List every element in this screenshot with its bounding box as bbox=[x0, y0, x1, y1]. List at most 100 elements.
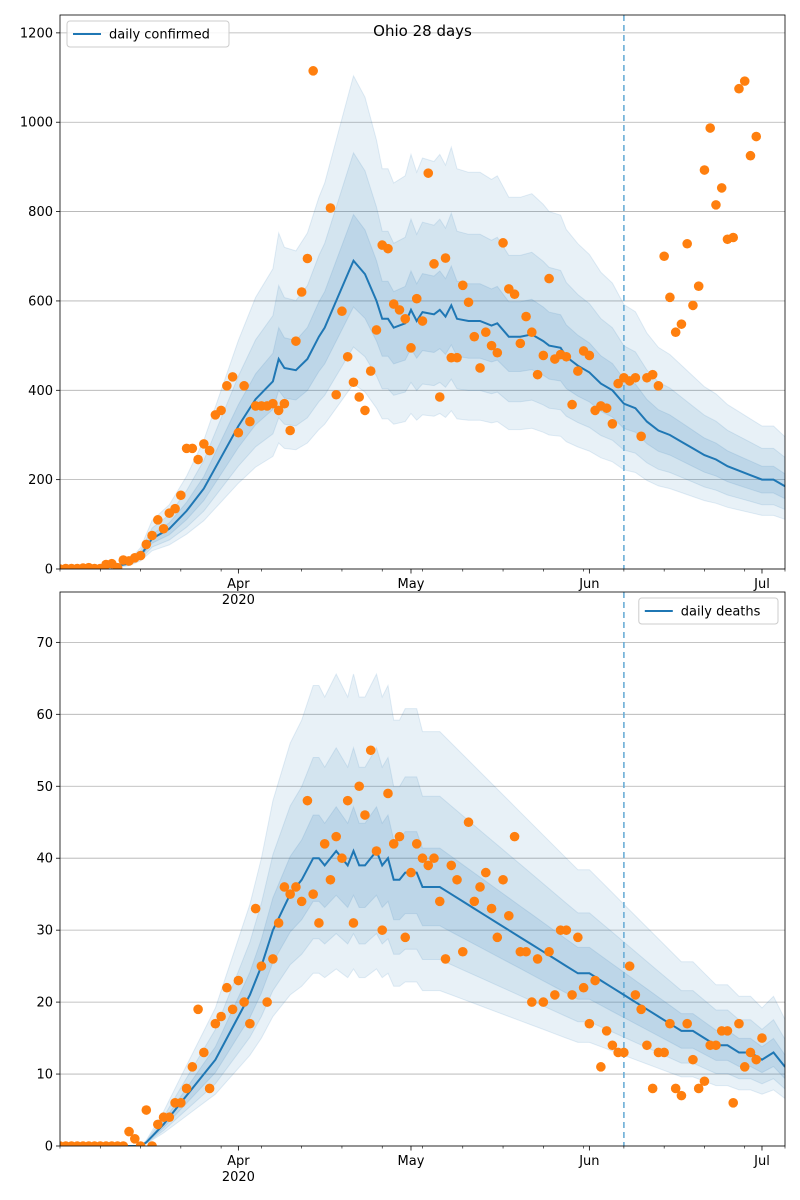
data-point bbox=[141, 539, 152, 550]
data-point bbox=[216, 1011, 226, 1022]
legend-box bbox=[66, 20, 230, 48]
data-point bbox=[469, 331, 480, 342]
data-point bbox=[360, 810, 370, 820]
data-point bbox=[434, 896, 445, 907]
data-point bbox=[544, 946, 554, 957]
data-point bbox=[227, 372, 238, 382]
data-point bbox=[561, 925, 572, 935]
x-tick-label: Apr bbox=[227, 1154, 250, 1169]
data-point bbox=[222, 381, 232, 391]
data-point bbox=[279, 882, 290, 892]
y-tick-label: 200 bbox=[28, 473, 53, 488]
data-point bbox=[365, 745, 376, 756]
data-point bbox=[486, 903, 497, 914]
data-point bbox=[665, 292, 675, 303]
data-point bbox=[147, 1141, 157, 1146]
data-point bbox=[532, 954, 543, 964]
data-point bbox=[314, 918, 324, 928]
data-point bbox=[187, 1062, 198, 1072]
data-point bbox=[642, 1040, 652, 1051]
data-point bbox=[377, 925, 388, 935]
data-point bbox=[423, 168, 434, 178]
data-point bbox=[630, 990, 641, 1000]
x-tick-label: May bbox=[398, 577, 425, 592]
data-point bbox=[222, 982, 232, 993]
x-tick-sublabel: 2020 bbox=[222, 593, 255, 608]
y-tick-label: 1000 bbox=[20, 116, 53, 131]
data-point bbox=[406, 343, 416, 353]
data-point bbox=[492, 932, 503, 943]
data-point bbox=[135, 1141, 146, 1146]
data-point bbox=[130, 1134, 140, 1144]
data-point bbox=[711, 1040, 721, 1051]
data-point bbox=[245, 416, 255, 427]
data-point bbox=[693, 1083, 704, 1094]
data-point bbox=[647, 1083, 658, 1094]
data-point bbox=[722, 1026, 733, 1036]
data-point bbox=[670, 1083, 681, 1094]
data-point bbox=[446, 860, 457, 871]
data-point bbox=[751, 131, 762, 142]
data-point bbox=[319, 839, 330, 849]
data-point bbox=[751, 1054, 762, 1065]
data-point bbox=[268, 954, 278, 964]
y-tick-label: 0 bbox=[45, 563, 53, 578]
data-point bbox=[394, 305, 405, 315]
data-point bbox=[302, 795, 313, 806]
data-point bbox=[181, 1083, 192, 1094]
data-point bbox=[739, 76, 750, 86]
data-point bbox=[590, 975, 600, 986]
y-tick-label: 800 bbox=[28, 205, 53, 220]
x-tick-sublabel: 2020 bbox=[222, 1170, 255, 1185]
data-point bbox=[371, 846, 382, 856]
data-point bbox=[682, 238, 692, 249]
data-point bbox=[383, 243, 393, 254]
data-point bbox=[176, 1098, 186, 1108]
x-tick-label: Jun bbox=[578, 577, 599, 592]
data-point bbox=[728, 1098, 739, 1108]
data-point bbox=[492, 347, 503, 358]
data-point bbox=[601, 403, 612, 413]
data-point bbox=[745, 150, 756, 161]
data-point bbox=[411, 293, 422, 304]
data-point bbox=[273, 405, 284, 416]
data-point bbox=[348, 918, 359, 928]
legend: daily deaths bbox=[638, 597, 779, 625]
data-point bbox=[527, 327, 537, 338]
data-point bbox=[348, 377, 359, 388]
y-tick-label: 10 bbox=[36, 1068, 53, 1083]
data-point bbox=[653, 381, 664, 391]
data-point bbox=[434, 392, 445, 402]
legend: daily confirmed bbox=[66, 20, 230, 48]
data-point bbox=[693, 281, 704, 291]
data-point bbox=[745, 1047, 756, 1058]
data-point bbox=[573, 932, 583, 943]
legend-box bbox=[638, 597, 779, 625]
data-point bbox=[475, 363, 485, 373]
data-point bbox=[659, 251, 669, 262]
data-point bbox=[699, 1076, 710, 1087]
data-point bbox=[716, 183, 727, 193]
uncertainty-band bbox=[60, 746, 785, 1146]
plot-area bbox=[60, 592, 785, 1146]
data-point bbox=[480, 867, 491, 878]
data-point bbox=[331, 831, 341, 842]
data-point bbox=[659, 1047, 669, 1058]
data-point bbox=[406, 867, 416, 878]
data-point bbox=[509, 289, 520, 300]
data-point bbox=[216, 405, 226, 416]
x-tick-label: Jun bbox=[578, 1154, 599, 1169]
data-point bbox=[498, 874, 508, 885]
data-point bbox=[411, 839, 422, 849]
data-point bbox=[176, 490, 186, 501]
uncertainty-band bbox=[60, 151, 785, 569]
y-tick-label: 1200 bbox=[20, 26, 53, 41]
chart-title: Ohio 28 days bbox=[373, 22, 472, 40]
data-point bbox=[147, 530, 157, 541]
data-point bbox=[193, 1004, 203, 1015]
uncertainty-band bbox=[60, 213, 785, 569]
data-point bbox=[170, 503, 180, 514]
data-point bbox=[504, 910, 514, 921]
data-point bbox=[291, 336, 301, 346]
data-point bbox=[153, 1119, 163, 1130]
